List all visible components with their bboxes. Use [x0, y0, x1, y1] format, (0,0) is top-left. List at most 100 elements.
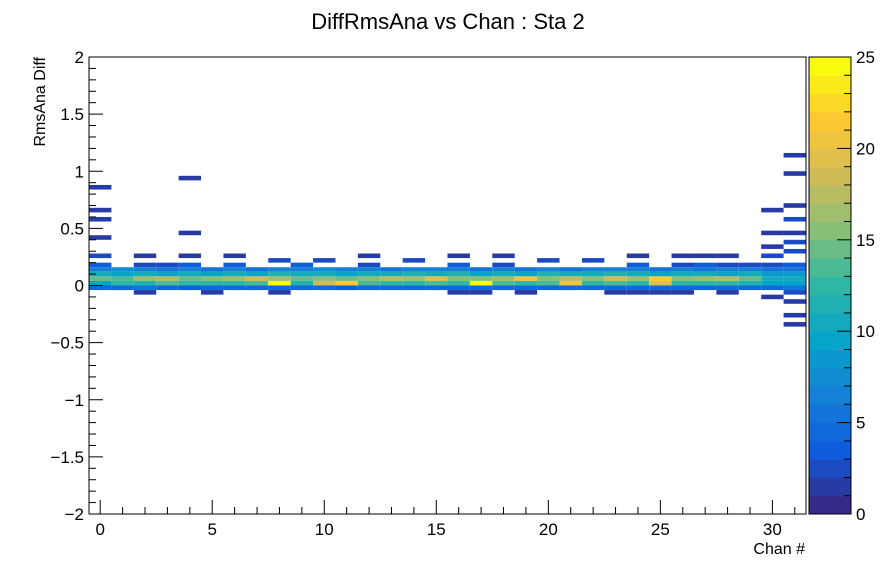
- heatmap-cell: [223, 276, 246, 281]
- heatmap-cell: [581, 276, 605, 281]
- heatmap-cell: [783, 230, 806, 236]
- heatmap-cell: [357, 271, 381, 277]
- heatmap-cell: [492, 253, 515, 259]
- heatmap-cell: [156, 262, 179, 268]
- color-scale-label: 15: [856, 231, 875, 250]
- heatmap-cell: [111, 267, 134, 272]
- heatmap-cell: [783, 285, 806, 291]
- heatmap-cell: [156, 280, 179, 286]
- color-scale-level: [809, 367, 851, 387]
- heatmap-cell: [626, 262, 650, 268]
- heatmap-cell: [178, 253, 202, 259]
- color-scale-level: [809, 495, 851, 515]
- y-tick-label: 0: [75, 277, 84, 296]
- heatmap-cell: [425, 276, 448, 281]
- heatmap-cell: [380, 267, 403, 272]
- heatmap-cell: [671, 262, 694, 268]
- y-tick-label: −1.5: [50, 448, 84, 467]
- y-tick-label: 0.5: [60, 219, 84, 238]
- heatmap-cell: [469, 271, 493, 277]
- heatmap-cell: [133, 267, 157, 272]
- color-scale-level: [809, 477, 851, 497]
- heatmap-cell: [761, 244, 784, 249]
- heatmap-cell: [357, 253, 381, 259]
- heatmap-cell: [357, 285, 381, 291]
- heatmap-cell: [469, 276, 493, 281]
- heatmap-cell: [335, 276, 358, 281]
- heatmap-cell: [783, 271, 806, 277]
- heatmap-cell: [559, 285, 582, 291]
- heatmap-cell: [469, 267, 493, 272]
- heatmap-cell: [671, 267, 694, 272]
- color-scale-level: [809, 111, 851, 131]
- heatmap-cell: [245, 280, 269, 286]
- heatmap-cell: [693, 280, 717, 286]
- heatmap-cell: [649, 280, 672, 286]
- heatmap-cell: [761, 262, 784, 268]
- color-scale-level: [809, 459, 851, 478]
- heatmap-cell: [761, 207, 784, 213]
- heatmap-cell: [761, 285, 784, 291]
- heatmap-cell: [693, 276, 717, 281]
- heatmap-cell: [89, 235, 112, 240]
- color-scale-level: [809, 166, 851, 186]
- heatmap-cell: [537, 267, 560, 272]
- heatmap-cell: [89, 184, 112, 190]
- heatmap-cell: [178, 267, 202, 272]
- heatmap-cell: [626, 285, 650, 291]
- heatmap-cell: [671, 290, 694, 295]
- heatmap-cell: [559, 271, 582, 277]
- y-axis-title: RmsAna Diff: [32, 56, 49, 146]
- heatmap-cell: [738, 285, 762, 291]
- heatmap-cell: [178, 262, 202, 268]
- color-scale-level: [809, 386, 851, 405]
- heatmap-cell: [738, 276, 762, 281]
- heatmap-cell: [268, 280, 291, 286]
- heatmap-cell: [268, 271, 291, 277]
- color-scale-label: 10: [856, 322, 875, 341]
- heatmap-cell: [89, 216, 112, 222]
- heatmap-cell: [335, 267, 358, 272]
- heatmap-cell: [313, 271, 336, 277]
- heatmap-cell: [335, 271, 358, 277]
- heatmap-cell: [716, 267, 739, 272]
- heatmap-cell: [425, 267, 448, 272]
- heatmap-cell: [156, 271, 179, 277]
- heatmap-cell: [268, 276, 291, 281]
- heatmap-cell: [693, 267, 717, 272]
- heatmap-cell: [290, 262, 314, 268]
- heatmap-cell: [313, 258, 336, 263]
- heatmap-cell: [178, 175, 202, 181]
- heatmap-cell: [223, 280, 246, 286]
- heatmap-cell: [716, 290, 739, 295]
- heatmap-cell: [738, 267, 762, 272]
- heatmap-cell: [761, 230, 784, 236]
- color-scale-level: [809, 349, 851, 369]
- heatmap-cell: [380, 271, 403, 277]
- heatmap-cell: [492, 276, 515, 281]
- heatmap-cell: [783, 299, 806, 304]
- heatmap-cell: [425, 271, 448, 277]
- heatmap-cell: [133, 276, 157, 281]
- heatmap-cell: [290, 267, 314, 272]
- heatmap-cell: [290, 285, 314, 291]
- y-tick-label: −1: [65, 391, 84, 410]
- heatmap-cell: [357, 262, 381, 268]
- heatmap-cell: [245, 271, 269, 277]
- heatmap-cell: [313, 285, 336, 291]
- heatmap-cell: [626, 271, 650, 277]
- heatmap-cell: [201, 267, 224, 272]
- heatmap-cell: [469, 290, 493, 295]
- heatmap-cell: [716, 276, 739, 281]
- heatmap-cell: [649, 276, 672, 281]
- heatmap-cell: [402, 267, 426, 272]
- heatmap-cell: [761, 271, 784, 277]
- heatmap-cell: [201, 271, 224, 277]
- color-scale-level: [809, 221, 851, 241]
- heatmap-cell: [761, 253, 784, 259]
- heatmap-cell: [783, 203, 806, 208]
- heatmap-cell: [313, 276, 336, 281]
- heatmap-cell: [178, 285, 202, 291]
- y-tick-label: 2: [75, 48, 84, 67]
- x-axis: 0 5 10 15 20 25 30: [95, 500, 796, 539]
